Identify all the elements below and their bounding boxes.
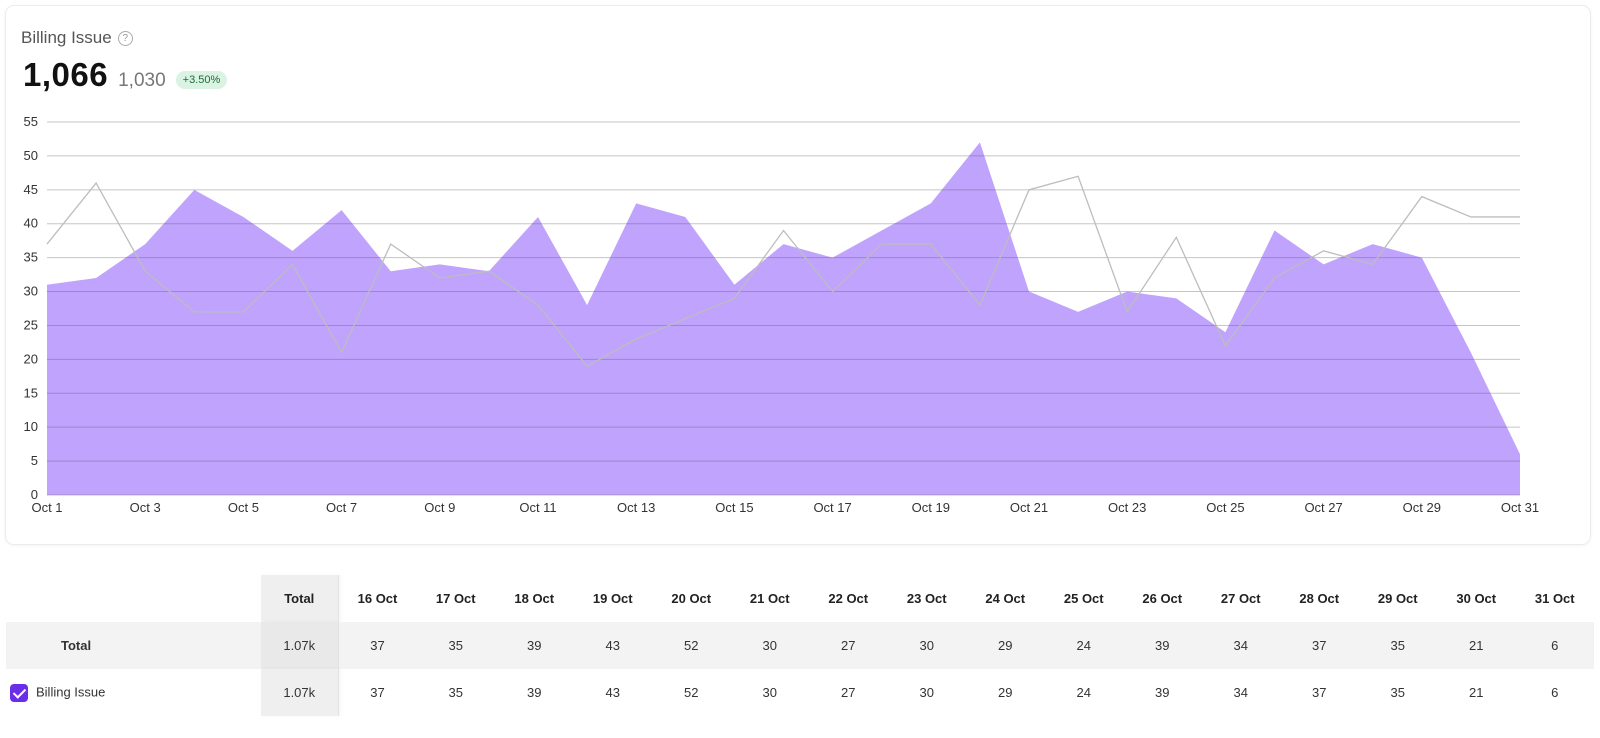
table-cell: 37	[1312, 685, 1327, 700]
kpi-total-value: 1,066	[23, 56, 109, 93]
table-cell: 37	[370, 685, 385, 700]
table-cell: 39	[527, 685, 542, 700]
help-icon[interactable]: ?	[117, 30, 133, 46]
chart-title-row: Billing Issue ?	[21, 28, 133, 48]
y-tick-label: 5	[31, 453, 38, 468]
table-header-label	[6, 575, 261, 622]
data-table: Total 16 Oct 17 Oct 18 Oct 19 Oct 20 Oct 21 O…	[6, 575, 1594, 738]
table-cell: 30	[887, 622, 966, 669]
x-tick-label: Oct 13	[617, 500, 655, 515]
y-tick-label: 0	[31, 487, 38, 502]
x-tick-label: Oct 25	[1206, 500, 1244, 515]
table-cell: 34	[1233, 685, 1248, 700]
chart-title: Billing Issue	[21, 28, 112, 47]
table-cell: 29	[966, 622, 1045, 669]
table-cell: 21	[1437, 622, 1516, 669]
y-tick-label: 15	[24, 385, 38, 400]
x-tick-label: Oct 3	[130, 500, 161, 515]
table-header-date: 19 Oct	[592, 591, 633, 606]
x-tick-label: Oct 7	[326, 500, 357, 515]
area-chart: 0 5 10 15 20 25 30 35 40 45 50 55 Oct 1 Oct 3 Oct 5 Oct…	[24, 114, 1540, 515]
x-tick-label: Oct 15	[715, 500, 753, 515]
table-cell: 39	[1123, 622, 1202, 669]
table-cell: 37	[1280, 622, 1359, 669]
row-label-billing-issue[interactable]: Billing Issue	[6, 669, 261, 716]
table-header-date: 27 Oct	[1220, 591, 1261, 606]
table-header-date: 22 Oct	[828, 591, 869, 606]
table-cell: 30	[762, 685, 777, 700]
table-header-date: 25 Oct	[1063, 591, 1104, 606]
y-tick-label: 55	[24, 114, 38, 129]
table-cell: 35	[448, 685, 463, 700]
x-tick-label: Oct 29	[1403, 500, 1441, 515]
table-header-date: 29 Oct	[1377, 591, 1418, 606]
table-header-date: 26 Oct	[1142, 591, 1183, 606]
kpi-row: 1,066 1,030 +3.50%	[23, 56, 228, 94]
row-total-cell: 1.07k	[261, 622, 339, 669]
y-tick-label: 45	[24, 182, 38, 197]
x-tick-label: Oct 19	[912, 500, 950, 515]
table-header-date: 20 Oct	[671, 591, 712, 606]
series-area-billing-issue	[47, 142, 1520, 495]
table-cell: 39	[1155, 685, 1170, 700]
table-header-date: 30 Oct	[1456, 591, 1497, 606]
table-cell: 6	[1515, 622, 1594, 669]
series-line-previous	[46, 175, 1520, 367]
table-cell: 27	[809, 622, 888, 669]
table-cell: 52	[652, 622, 731, 669]
x-tick-label: Oct 9	[424, 500, 455, 515]
table-header-row: Total 16 Oct 17 Oct 18 Oct 19 Oct 20 Oct 21 O…	[6, 575, 1594, 622]
table-header-date: 31 Oct	[1534, 591, 1575, 606]
table-cell: 27	[841, 685, 856, 700]
y-tick-label: 20	[24, 351, 38, 366]
x-tick-label: Oct 11	[519, 500, 556, 515]
table-header-date: 21 Oct	[749, 591, 790, 606]
table-cell: 24	[1044, 622, 1123, 669]
series-checkbox[interactable]	[10, 683, 28, 702]
table-header-date: 18 Oct	[514, 591, 555, 606]
table-cell: 35	[416, 622, 495, 669]
x-tick-label: Oct 27	[1304, 500, 1342, 515]
x-tick-label: Oct 23	[1108, 500, 1146, 515]
row-total-cell: 1.07k	[261, 669, 339, 716]
table-row-total: Total 1.07k 37 35 39 43 52 30 27 30 29 24 39 34 37 35…	[6, 622, 1594, 669]
table-cell: 37	[338, 622, 417, 669]
table-cell: 35	[1390, 685, 1405, 700]
table-cell: 29	[998, 685, 1013, 700]
table-cell: 43	[573, 622, 652, 669]
table-header-total: Total	[261, 575, 339, 622]
x-tick-label: Oct 21	[1010, 500, 1048, 515]
table-cell: 30	[919, 685, 934, 700]
table-header-date: 24 Oct	[985, 591, 1026, 606]
y-tick-label: 10	[24, 419, 38, 434]
change-badge: +3.50%	[175, 71, 228, 89]
y-tick-label: 40	[24, 216, 38, 231]
series-label: Billing Issue	[36, 683, 106, 699]
table-cell: 30	[730, 622, 809, 669]
table-cell: 35	[1358, 622, 1437, 669]
table-header-date: 28 Oct	[1299, 591, 1340, 606]
table-row-billing-issue: Billing Issue 1.07k 37 35 39 43 52 30 27 30 29 24…	[6, 669, 1594, 716]
x-tick-label: Oct 5	[228, 500, 259, 515]
y-tick-label: 50	[24, 148, 38, 163]
x-tick-label: Oct 31	[1501, 500, 1539, 515]
x-tick-label: Oct 17	[813, 500, 851, 515]
y-tick-label: 25	[24, 317, 38, 332]
table-header-date: 23 Oct	[906, 591, 947, 606]
table-cell: 52	[684, 685, 699, 700]
table-cell: 6	[1551, 685, 1559, 700]
row-label-total: Total	[6, 622, 261, 669]
table-cell: 21	[1469, 685, 1484, 700]
table-cell: 24	[1076, 685, 1091, 700]
table-header-date: 17 Oct	[435, 591, 476, 606]
table-cell: 43	[605, 685, 620, 700]
y-tick-label: 30	[24, 284, 38, 299]
x-tick-label: Oct 1	[31, 500, 62, 515]
table-cell: 34	[1201, 622, 1280, 669]
kpi-previous-value: 1,030	[118, 70, 166, 91]
table-cell: 39	[495, 622, 574, 669]
y-tick-label: 35	[24, 250, 38, 265]
table-header-date: 16 Oct	[357, 591, 398, 606]
